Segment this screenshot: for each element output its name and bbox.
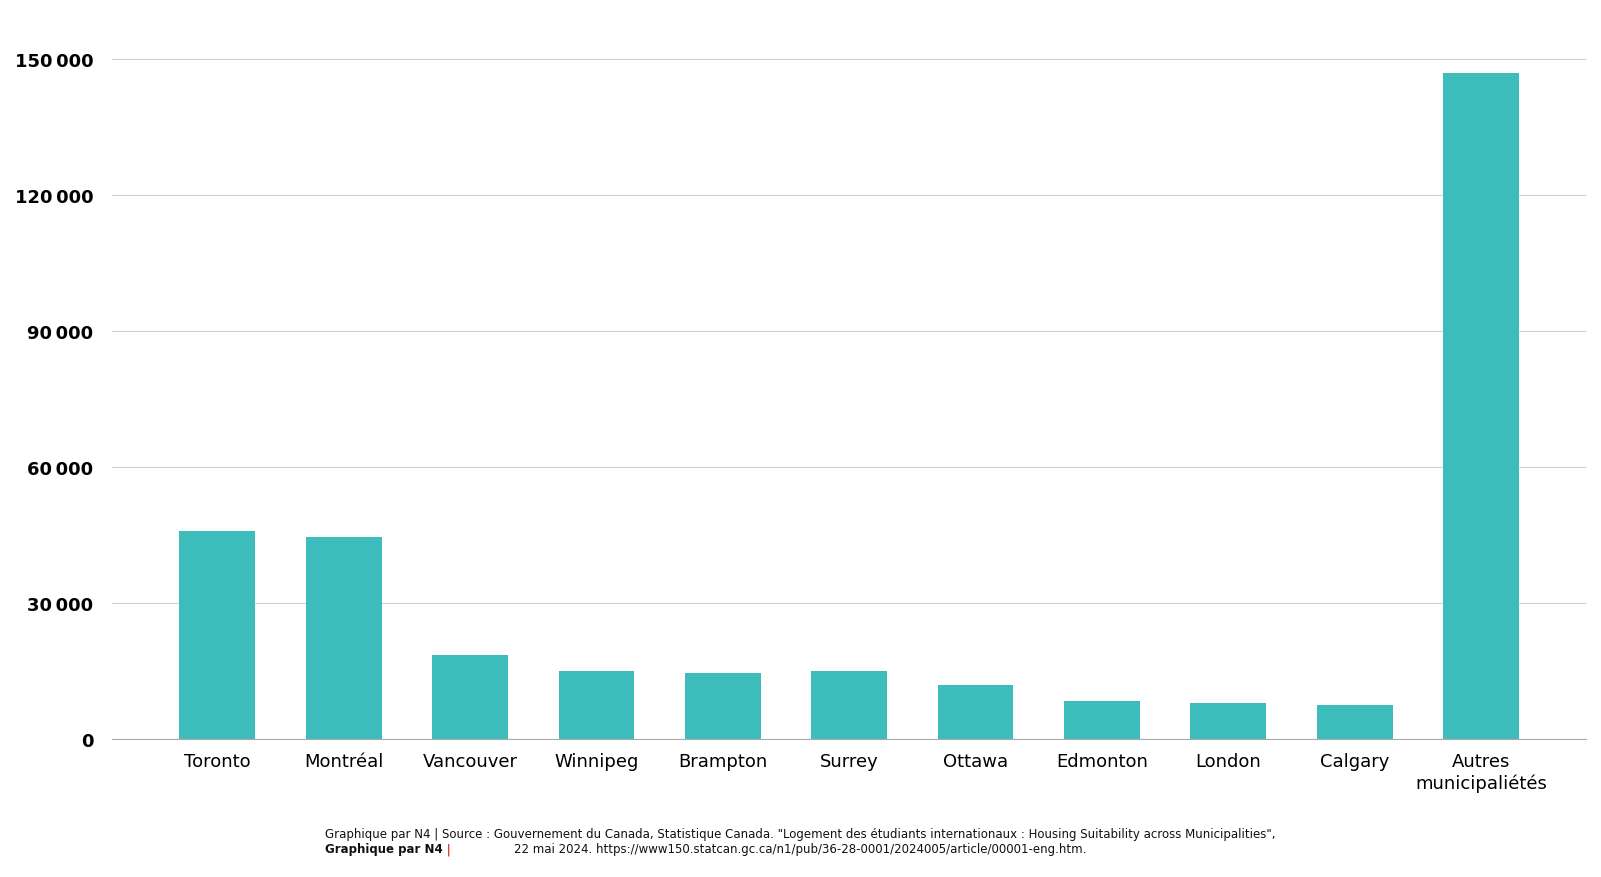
Text: |: |: [443, 842, 455, 855]
Bar: [559, 672, 634, 739]
Bar: [1443, 74, 1519, 739]
Bar: [1191, 703, 1266, 739]
Bar: [306, 538, 381, 739]
Bar: [685, 674, 760, 739]
Bar: [432, 655, 508, 739]
Text: Graphique par N4 | Source : Gouvernement du Canada, Statistique Canada. "Logemen: Graphique par N4 | Source : Gouvernement…: [325, 827, 1276, 855]
Text: Graphique par N4: Graphique par N4: [325, 842, 443, 855]
Bar: [1316, 705, 1393, 739]
Bar: [179, 531, 255, 739]
Bar: [1065, 701, 1140, 739]
Bar: [938, 685, 1013, 739]
Bar: [812, 672, 887, 739]
